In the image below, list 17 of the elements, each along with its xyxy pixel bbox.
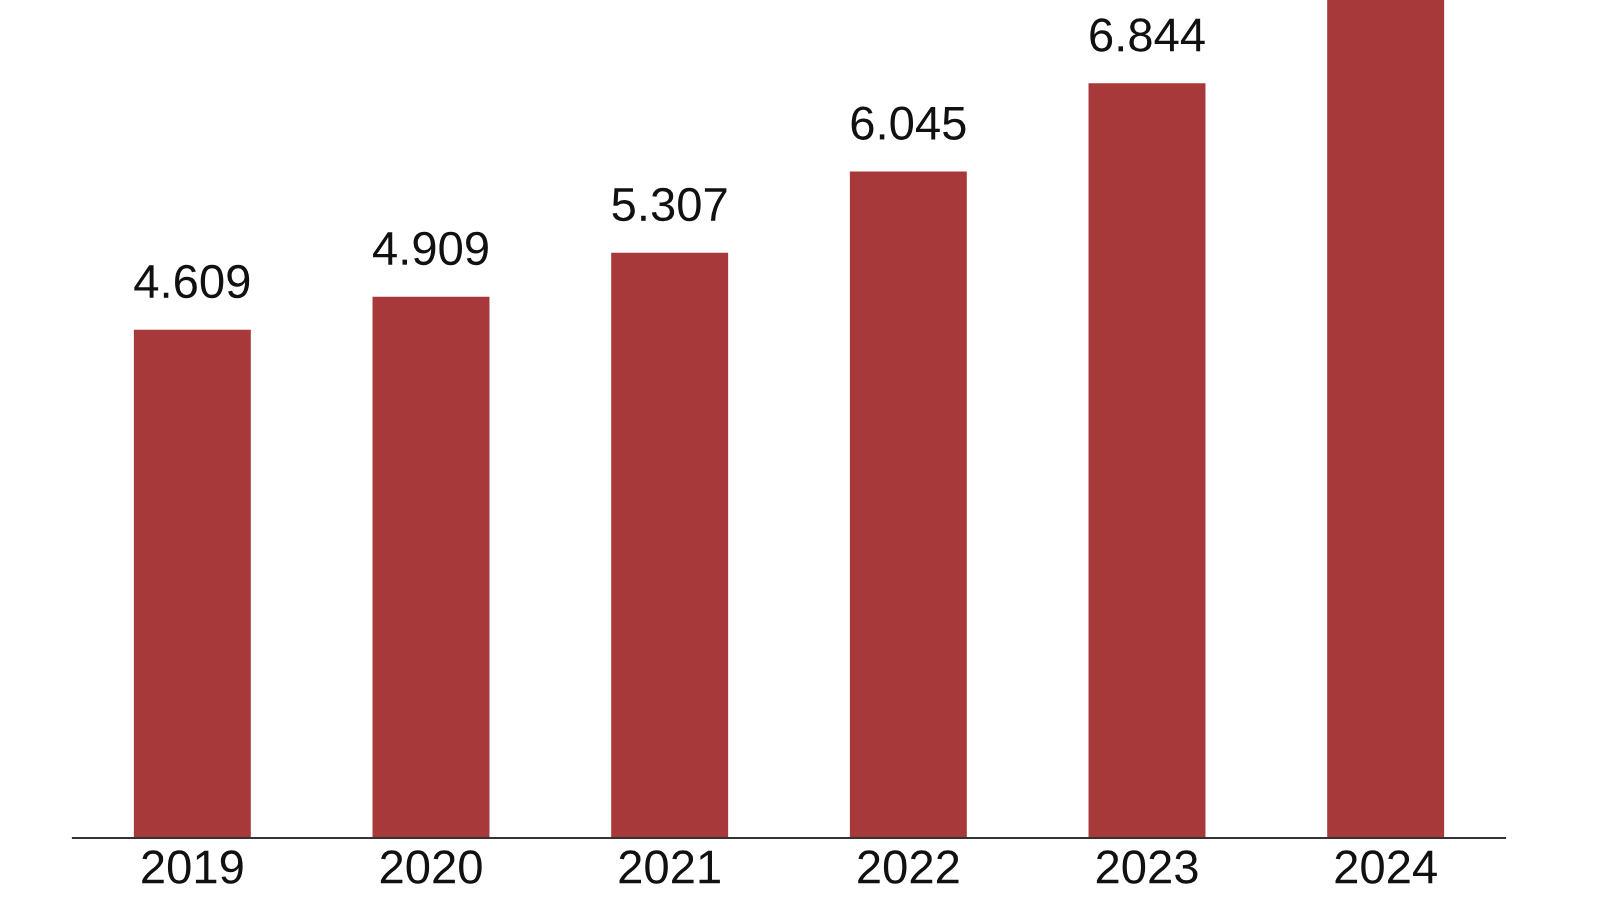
x-tick-label: 2023 xyxy=(1096,850,1198,884)
bar xyxy=(611,252,729,838)
x-tick-label: 2021 xyxy=(619,850,720,884)
data-label: 5.307 xyxy=(612,187,727,222)
bar xyxy=(1088,83,1206,838)
data-label: 4.609 xyxy=(134,264,250,299)
x-tick-label: 2020 xyxy=(380,850,482,884)
x-tick-label: 2022 xyxy=(858,850,959,884)
data-label: 6.844 xyxy=(1090,18,1205,52)
data-label: 6.045 xyxy=(851,106,966,140)
data-label: 4.909 xyxy=(373,231,488,266)
bar xyxy=(849,171,967,838)
bar xyxy=(1327,0,1445,838)
x-tick-label: 2024 xyxy=(1335,850,1437,884)
x-tick-label: 2019 xyxy=(142,850,243,884)
bar xyxy=(372,296,490,838)
bar xyxy=(133,329,251,838)
